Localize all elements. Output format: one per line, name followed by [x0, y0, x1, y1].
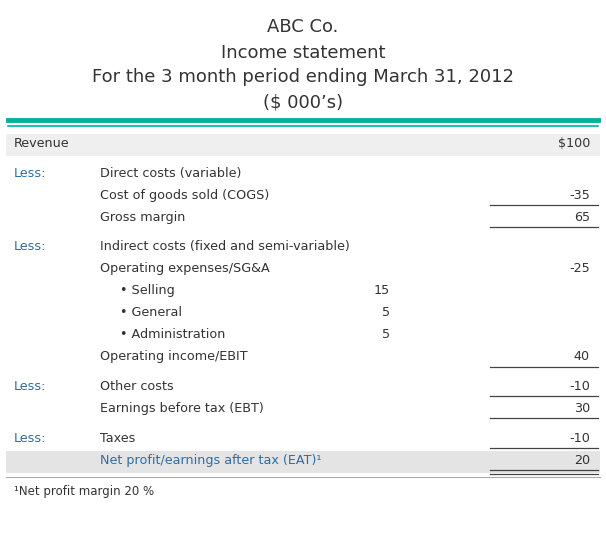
- Text: -25: -25: [569, 262, 590, 275]
- Text: Cost of goods sold (COGS): Cost of goods sold (COGS): [100, 188, 269, 201]
- Text: $100: $100: [558, 137, 590, 150]
- Text: -35: -35: [569, 188, 590, 201]
- Text: ($ 000’s): ($ 000’s): [263, 94, 343, 112]
- Text: 15: 15: [374, 284, 390, 297]
- Text: • General: • General: [120, 306, 182, 319]
- Text: 5: 5: [382, 329, 390, 341]
- Text: ¹Net profit margin 20 %: ¹Net profit margin 20 %: [14, 485, 154, 498]
- Text: Other costs: Other costs: [100, 380, 174, 393]
- Text: -10: -10: [569, 432, 590, 445]
- Text: Gross margin: Gross margin: [100, 211, 185, 224]
- Text: Operating income/EBIT: Operating income/EBIT: [100, 350, 248, 363]
- Text: 40: 40: [574, 350, 590, 363]
- Text: Revenue: Revenue: [14, 137, 70, 150]
- Text: Operating expenses/SG&A: Operating expenses/SG&A: [100, 262, 270, 275]
- Bar: [6, 134, 600, 156]
- Text: • Selling: • Selling: [120, 284, 175, 297]
- Text: 5: 5: [382, 306, 390, 319]
- Text: Direct costs (variable): Direct costs (variable): [100, 167, 241, 180]
- Text: Less:: Less:: [14, 240, 47, 254]
- Text: Less:: Less:: [14, 167, 47, 180]
- Bar: [6, 451, 600, 473]
- Text: Taxes: Taxes: [100, 432, 135, 445]
- Text: 65: 65: [574, 211, 590, 224]
- Text: Net profit/earnings after tax (EAT)¹: Net profit/earnings after tax (EAT)¹: [100, 454, 322, 467]
- Text: 20: 20: [574, 454, 590, 467]
- Text: • Administration: • Administration: [120, 329, 225, 341]
- Text: 30: 30: [574, 402, 590, 415]
- Text: Less:: Less:: [14, 432, 47, 445]
- Text: Less:: Less:: [14, 380, 47, 393]
- Text: Earnings before tax (EBT): Earnings before tax (EBT): [100, 402, 264, 415]
- Text: For the 3 month period ending March 31, 2012: For the 3 month period ending March 31, …: [92, 68, 514, 86]
- Text: Income statement: Income statement: [221, 44, 385, 62]
- Text: -10: -10: [569, 380, 590, 393]
- Text: Indirect costs (fixed and semi-variable): Indirect costs (fixed and semi-variable): [100, 240, 350, 254]
- Text: ABC Co.: ABC Co.: [267, 18, 339, 36]
